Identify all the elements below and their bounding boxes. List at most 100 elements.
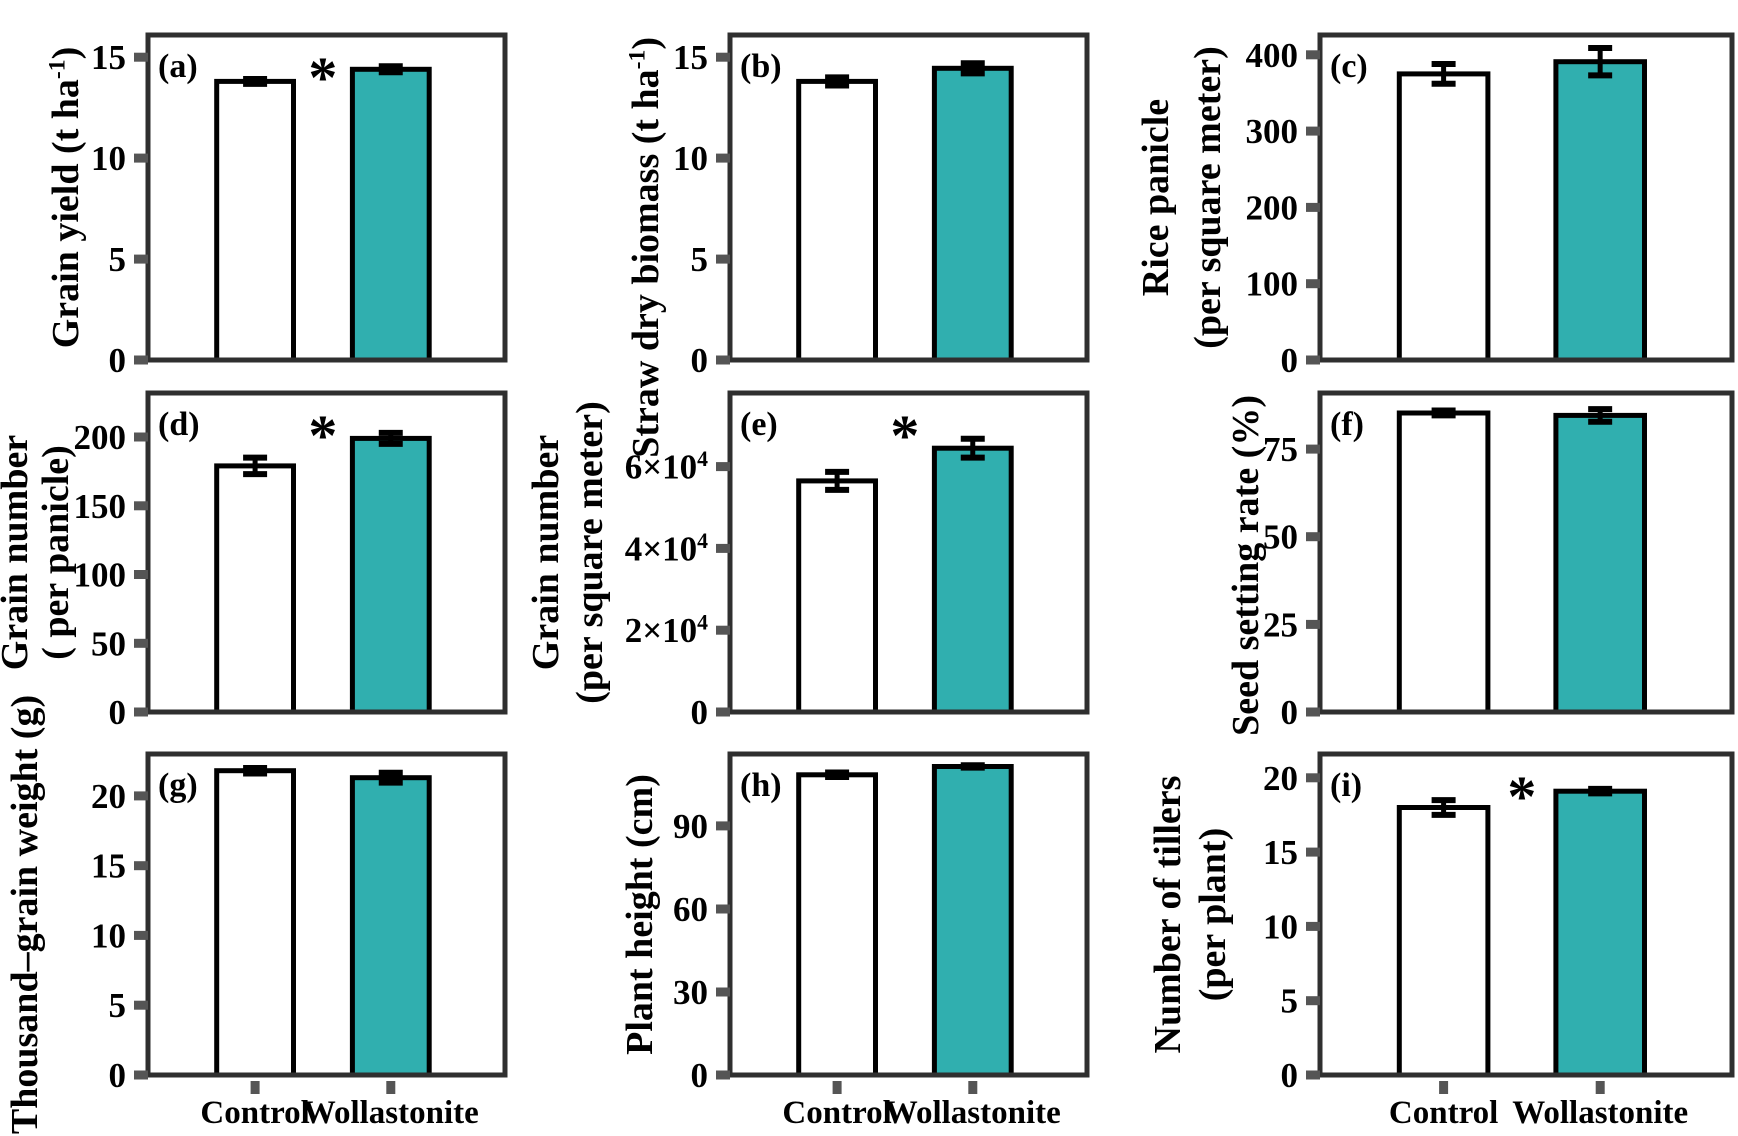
y-tick-label: 20 <box>91 777 126 816</box>
bar-wollastonite <box>349 775 432 1078</box>
x-tick-mark <box>1595 1081 1605 1094</box>
y-tick-label: 4×104 <box>625 529 708 569</box>
y-tick-mark <box>1306 126 1320 136</box>
y-tick-label: 15 <box>91 38 126 77</box>
y-tick-label: 15 <box>91 847 126 886</box>
y-axis-label: Rice panicle <box>1135 99 1177 296</box>
y-tick-mark <box>716 52 730 62</box>
y-tick-label: 50 <box>91 624 126 663</box>
y-axis-label: (per square meter) <box>569 401 611 704</box>
x-category-label-control: Control <box>782 1095 891 1131</box>
error-bar-control <box>1431 797 1456 818</box>
y-tick-mark <box>134 432 148 442</box>
y-tick-mark <box>134 861 148 871</box>
y-tick-label: 15 <box>673 38 708 77</box>
y-tick-mark <box>134 254 148 264</box>
x-category-label-control: Control <box>200 1095 309 1131</box>
y-tick-label: 0 <box>1281 693 1299 732</box>
y-tick-mark <box>134 355 148 365</box>
y-tick-mark <box>1306 996 1320 1006</box>
error-bar-wollastonite <box>1588 785 1613 797</box>
bar-control <box>214 768 296 1078</box>
y-axis-label: Seed setting rate (%) <box>1225 395 1267 736</box>
x-tick-mark <box>386 1081 396 1094</box>
axes-frame <box>145 751 508 1078</box>
y-tick-label: 6×104 <box>625 447 708 487</box>
bar-control <box>1396 805 1491 1078</box>
panel-g: 0 5 10 15 20 Thousand–grain weight (g) (g) Cont… <box>4 695 508 1134</box>
y-tick-mark <box>134 1000 148 1010</box>
bar-control <box>796 478 879 715</box>
y-tick-label: 15 <box>1263 833 1298 872</box>
y-tick-label: 100 <box>1246 265 1299 304</box>
panel-letter: (a) <box>158 48 198 85</box>
error-bar-control <box>825 74 850 89</box>
y-tick-mark <box>134 930 148 940</box>
error-bar-control <box>243 454 268 478</box>
y-tick-mark <box>1306 202 1320 212</box>
y-axis-label: (per square meter) <box>1187 46 1229 349</box>
error-bar-wollastonite <box>1588 406 1613 425</box>
y-tick-mark <box>1306 1070 1320 1080</box>
axes-frame <box>1317 32 1735 363</box>
significance-asterisk: * <box>308 403 337 468</box>
y-tick-label: 25 <box>1263 605 1298 644</box>
panel-letter: (i) <box>1330 767 1362 804</box>
y-axis-label: (per plant) <box>1192 828 1234 1001</box>
y-tick-mark <box>716 254 730 264</box>
panel-letter: (g) <box>158 767 198 804</box>
error-bar-wollastonite <box>960 762 985 771</box>
bar-wollastonite <box>349 435 432 715</box>
bar-control <box>1396 71 1491 363</box>
bar-control <box>796 772 879 1078</box>
y-tick-mark <box>716 707 730 717</box>
y-tick-label: 75 <box>1263 430 1298 469</box>
y-axis-label: Grain yield (t ha-1) <box>44 47 87 349</box>
y-tick-mark <box>716 462 730 472</box>
error-bar-control <box>825 769 850 780</box>
axes-frame <box>145 32 508 363</box>
y-axis-label: Grain number <box>0 435 36 671</box>
y-tick-label: 10 <box>673 139 708 178</box>
y-tick-label: 0 <box>691 341 709 380</box>
y-axis-label: ( per panicle) <box>35 445 77 660</box>
y-tick-mark <box>134 570 148 579</box>
bar-control <box>214 463 296 715</box>
x-tick-mark <box>968 1081 978 1094</box>
y-tick-mark <box>134 707 148 717</box>
y-tick-label: 0 <box>1281 1056 1299 1095</box>
bar-wollastonite <box>349 66 432 363</box>
panel-letter: (b) <box>740 48 782 85</box>
y-tick-label: 0 <box>691 693 709 732</box>
error-bar-wollastonite <box>378 429 403 447</box>
y-tick-mark <box>1306 532 1320 542</box>
x-tick-mark <box>832 1081 842 1094</box>
error-bar-control <box>243 765 268 777</box>
error-bar-control <box>1431 61 1456 87</box>
y-tick-label: 200 <box>74 418 127 457</box>
y-tick-label: 200 <box>1246 188 1299 227</box>
y-tick-mark <box>134 791 148 801</box>
panel-d: 0 50 100 150 200 Grain number( per panicle) (d… <box>0 390 508 732</box>
bar-wollastonite <box>931 764 1014 1078</box>
y-tick-mark <box>134 638 148 648</box>
y-tick-mark <box>1306 619 1320 629</box>
axes-frame <box>727 751 1090 1078</box>
y-tick-mark <box>1306 921 1320 931</box>
axes-frame <box>1317 390 1735 715</box>
bar-control <box>214 78 296 363</box>
y-tick-label: 100 <box>74 556 127 595</box>
error-bar-control <box>243 76 268 87</box>
y-tick-mark <box>1306 50 1320 60</box>
bar-wollastonite <box>1553 59 1648 363</box>
y-tick-mark <box>134 153 148 163</box>
y-tick-mark <box>134 52 148 62</box>
error-bar-wollastonite <box>960 435 985 461</box>
error-bar-wollastonite <box>378 63 403 76</box>
y-tick-label: 2×104 <box>625 611 708 651</box>
x-category-label-wollastonite: Wollastonite <box>885 1095 1061 1131</box>
y-tick-mark <box>716 153 730 163</box>
